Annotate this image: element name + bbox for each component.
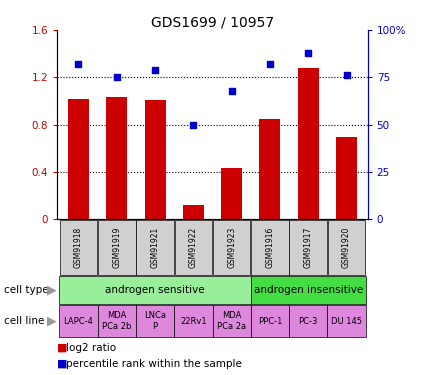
FancyBboxPatch shape	[136, 220, 174, 275]
FancyBboxPatch shape	[136, 305, 174, 337]
Text: MDA
PCa 2b: MDA PCa 2b	[102, 311, 131, 331]
Text: DU 145: DU 145	[331, 316, 362, 326]
Text: ■: ■	[57, 343, 68, 353]
FancyBboxPatch shape	[174, 305, 212, 337]
Bar	[259, 119, 280, 219]
FancyBboxPatch shape	[327, 305, 366, 337]
FancyBboxPatch shape	[98, 220, 136, 275]
FancyBboxPatch shape	[60, 220, 97, 275]
Text: percentile rank within the sample: percentile rank within the sample	[66, 359, 242, 369]
FancyBboxPatch shape	[251, 305, 289, 337]
Bar	[144, 100, 166, 219]
Text: GSM91920: GSM91920	[342, 227, 351, 268]
Text: ■: ■	[57, 359, 68, 369]
Point	[266, 61, 273, 67]
Text: GSM91917: GSM91917	[304, 227, 313, 268]
FancyBboxPatch shape	[60, 276, 251, 304]
Text: GSM91922: GSM91922	[189, 227, 198, 268]
Bar	[68, 99, 89, 219]
Text: cell line: cell line	[4, 316, 45, 326]
Text: androgen insensitive: androgen insensitive	[254, 285, 363, 295]
Text: GSM91916: GSM91916	[266, 227, 275, 268]
Point	[75, 61, 82, 67]
Point	[113, 74, 120, 80]
FancyBboxPatch shape	[60, 305, 98, 337]
FancyBboxPatch shape	[213, 220, 250, 275]
Bar	[221, 168, 242, 219]
Text: LNCa
P: LNCa P	[144, 311, 166, 331]
Text: GSM91919: GSM91919	[112, 227, 121, 268]
Text: GSM91918: GSM91918	[74, 227, 83, 268]
Text: 22Rv1: 22Rv1	[180, 316, 207, 326]
FancyBboxPatch shape	[98, 305, 136, 337]
Text: PPC-1: PPC-1	[258, 316, 282, 326]
FancyBboxPatch shape	[289, 305, 327, 337]
FancyBboxPatch shape	[212, 305, 251, 337]
Text: LAPC-4: LAPC-4	[63, 316, 94, 326]
Text: log2 ratio: log2 ratio	[66, 343, 116, 353]
Text: GSM91921: GSM91921	[150, 227, 159, 268]
Text: MDA
PCa 2a: MDA PCa 2a	[217, 311, 246, 331]
Text: GSM91923: GSM91923	[227, 227, 236, 268]
FancyBboxPatch shape	[251, 276, 366, 304]
Text: cell type: cell type	[4, 285, 49, 295]
Text: PC-3: PC-3	[299, 316, 318, 326]
Text: ▶: ▶	[47, 284, 57, 296]
Point	[305, 50, 312, 56]
Point	[152, 67, 159, 73]
Text: androgen sensitive: androgen sensitive	[105, 285, 205, 295]
FancyBboxPatch shape	[328, 220, 366, 275]
Text: GDS1699 / 10957: GDS1699 / 10957	[151, 15, 274, 29]
Bar	[336, 136, 357, 219]
Bar	[298, 68, 319, 219]
Bar	[106, 98, 127, 219]
Point	[343, 72, 350, 78]
FancyBboxPatch shape	[175, 220, 212, 275]
FancyBboxPatch shape	[251, 220, 289, 275]
FancyBboxPatch shape	[289, 220, 327, 275]
Point	[228, 88, 235, 94]
Point	[190, 122, 197, 128]
Text: ▶: ▶	[47, 315, 57, 327]
Bar	[183, 205, 204, 219]
